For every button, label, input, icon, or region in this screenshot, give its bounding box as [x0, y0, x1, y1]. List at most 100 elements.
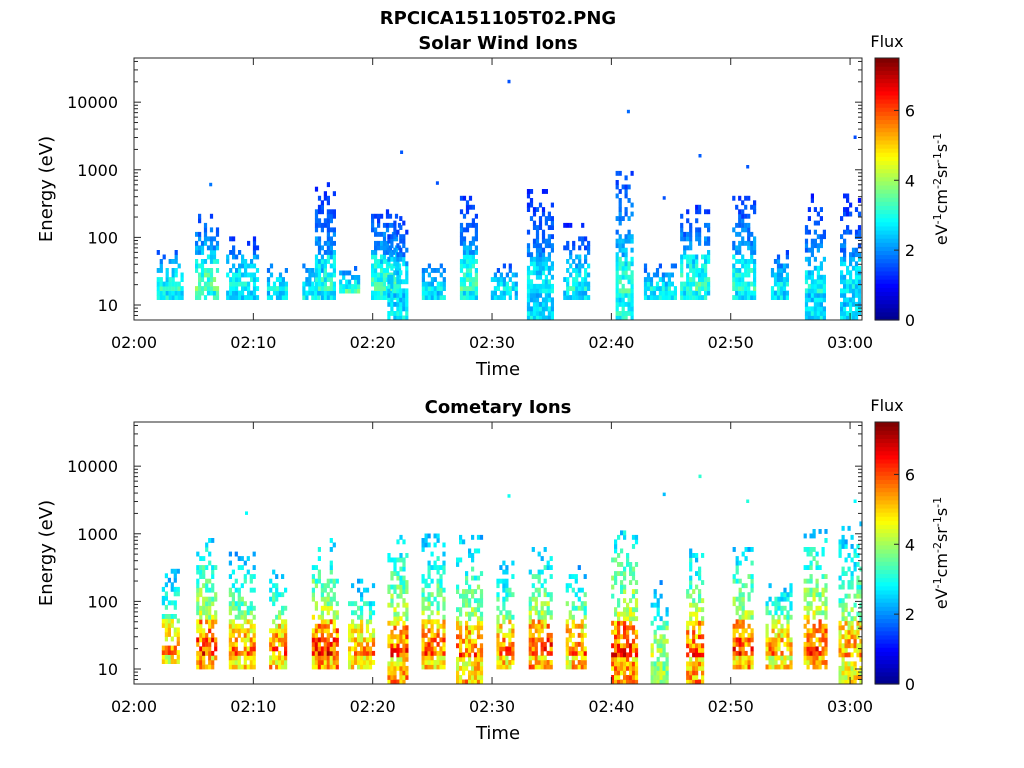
flux-cell [661, 295, 665, 300]
flux-cell [215, 286, 220, 291]
flux-cell [508, 650, 512, 656]
flux-cell [176, 641, 180, 646]
flux-cell [631, 571, 636, 576]
flux-cell [538, 306, 543, 312]
x-tick-label: 02:00 [111, 333, 157, 352]
flux-cell [226, 290, 230, 296]
flux-cell [499, 290, 503, 296]
flux-cell [161, 654, 165, 660]
flux-cell [659, 647, 663, 653]
colorbar-swatch [875, 66, 899, 71]
flux-cell [614, 539, 618, 545]
flux-cell [615, 265, 619, 271]
flux-cell [474, 231, 478, 237]
flux-cell [738, 268, 742, 273]
flux-cell [247, 295, 251, 300]
flux-cell [535, 261, 540, 267]
flux-cell [624, 288, 628, 294]
flux-cell [847, 553, 851, 558]
flux-cell [326, 222, 330, 228]
flux-cell [390, 620, 394, 626]
flux-cell [783, 596, 787, 602]
flux-cell [624, 189, 628, 194]
flux-cell [387, 679, 391, 685]
flux-cell [810, 315, 814, 321]
flux-cell [396, 679, 400, 685]
flux-cell [572, 268, 576, 273]
flux-cell [511, 632, 515, 638]
flux-cell [396, 634, 400, 640]
flux-cell [750, 664, 754, 670]
flux-cell [821, 623, 825, 629]
flux-cell [738, 641, 742, 647]
flux-cell [198, 272, 202, 278]
flux-cell [535, 207, 540, 212]
colorbar-swatch [875, 532, 899, 538]
flux-cell [215, 227, 220, 233]
flux-cell [532, 292, 537, 298]
flux-cell [459, 656, 463, 662]
flux-cell [228, 601, 232, 607]
flux-cell [511, 592, 515, 598]
flux-cell [774, 601, 778, 607]
flux-cell [646, 286, 651, 291]
flux-cell [849, 256, 853, 262]
flux-cell [357, 284, 361, 289]
flux-cell [393, 647, 397, 653]
flux-cell [473, 679, 478, 685]
flux-cell [471, 286, 475, 291]
flux-cell [275, 623, 279, 629]
flux-cell [574, 646, 578, 652]
flux-cell [583, 601, 587, 607]
flux-cell [203, 231, 208, 237]
flux-cell [284, 268, 288, 273]
flux-cell [780, 664, 784, 670]
flux-cell [659, 670, 663, 676]
flux-cell [746, 165, 750, 169]
flux-cell [844, 634, 848, 640]
flux-cell [543, 664, 547, 670]
flux-cell [738, 218, 742, 224]
flux-cell [167, 627, 171, 633]
flux-cell [388, 213, 393, 219]
flux-cell [168, 281, 172, 287]
flux-cell [511, 281, 515, 287]
flux-cell [844, 643, 848, 649]
colorbar-swatch [875, 291, 899, 297]
flux-cell [841, 571, 845, 576]
flux-cell [804, 274, 809, 280]
flux-cell [844, 616, 848, 622]
flux-cell [390, 661, 394, 667]
flux-cell [390, 675, 394, 680]
flux-cell [459, 675, 463, 680]
flux-cell [357, 628, 361, 634]
flux-cell [689, 656, 693, 662]
flux-cell [615, 238, 619, 244]
flux-cell [320, 592, 324, 598]
flux-cell [228, 646, 232, 652]
flux-cell [436, 295, 440, 300]
colorbar-swatch [875, 143, 899, 149]
flux-cell [683, 254, 687, 260]
flux-cell [529, 288, 534, 294]
flux-cell [629, 675, 633, 680]
flux-cell [859, 679, 863, 685]
flux-cell [812, 596, 816, 602]
flux-cell [540, 664, 544, 670]
flux-cell [620, 580, 624, 585]
flux-cell [813, 279, 817, 285]
flux-cell [505, 660, 509, 665]
flux-cell [741, 277, 745, 282]
flux-cell [173, 659, 177, 664]
flux-cell [806, 601, 810, 607]
flux-cell [844, 679, 848, 685]
flux-cell [534, 660, 538, 665]
flux-cell [584, 295, 588, 300]
flux-cell [777, 646, 781, 652]
flux-cell [462, 589, 466, 594]
flux-cell [765, 664, 769, 670]
flux-cell [544, 256, 548, 262]
flux-cell [393, 270, 397, 276]
flux-cell [199, 664, 203, 670]
flux-cell [735, 596, 739, 602]
